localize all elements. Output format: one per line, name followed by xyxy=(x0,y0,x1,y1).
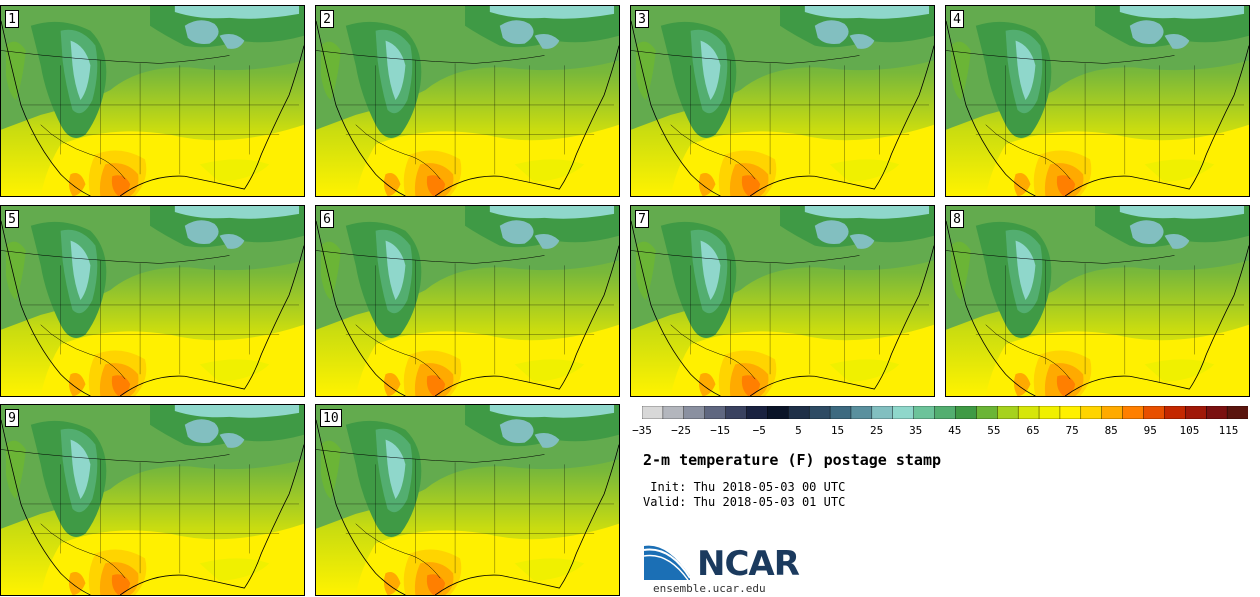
temperature-map xyxy=(631,206,934,396)
site-url: ensemble.ucar.edu xyxy=(653,582,766,595)
colorbar-swatch xyxy=(767,406,789,419)
colorbar-swatch xyxy=(934,406,956,419)
member-number: 8 xyxy=(950,210,964,228)
temperature-map xyxy=(946,206,1249,396)
colorbar-tick-label: −15 xyxy=(710,424,731,437)
colorbar-tick-label: −35 xyxy=(632,424,652,437)
temperature-map xyxy=(631,6,934,196)
colorbar-tick-label: 85 xyxy=(1104,424,1118,437)
colorbar-swatch xyxy=(1122,406,1145,419)
ncar-logo-text: NCAR xyxy=(697,544,800,584)
ensemble-member-panel[interactable]: 4 xyxy=(945,5,1250,197)
colorbar-swatch xyxy=(955,406,977,419)
colorbar-tick-label: 15 xyxy=(830,424,845,437)
member-number: 6 xyxy=(320,210,334,228)
temperature-map xyxy=(1,405,304,595)
colorbar-swatch xyxy=(662,406,685,419)
ncar-logo-icon xyxy=(642,540,692,582)
temperature-map xyxy=(946,6,1249,196)
colorbar-swatch xyxy=(788,406,810,419)
colorbar-swatch xyxy=(1143,406,1165,419)
colorbar-swatch xyxy=(725,406,747,419)
colorbar-swatch xyxy=(1017,406,1040,419)
temperature-map xyxy=(316,6,619,196)
ensemble-member-panel[interactable]: 9 xyxy=(0,404,305,596)
colorbar-swatch xyxy=(1038,406,1061,419)
colorbar-swatch xyxy=(746,406,768,419)
member-number: 3 xyxy=(635,10,649,28)
colorbar-swatch xyxy=(1164,406,1186,419)
colorbar-tick-label: −5 xyxy=(752,424,766,437)
colorbar-swatch xyxy=(1226,406,1248,419)
colorbar-swatch xyxy=(871,406,894,419)
colorbar-tick-label: 65 xyxy=(1026,424,1040,437)
colorbar-tick-label: 5 xyxy=(795,424,802,437)
colorbar-swatch xyxy=(642,406,664,419)
member-number: 4 xyxy=(950,10,964,28)
colorbar-swatch xyxy=(997,406,1019,419)
colorbar-swatch xyxy=(1206,406,1228,419)
colorbar-tick-label: 45 xyxy=(948,424,962,437)
colorbar-swatch xyxy=(913,406,936,419)
colorbar-tick-label: 55 xyxy=(987,424,1001,437)
figure-title: 2-m temperature (F) postage stamp xyxy=(643,451,942,469)
temperature-map xyxy=(316,405,619,595)
colorbar-swatch xyxy=(829,406,852,419)
ensemble-member-panel[interactable]: 2 xyxy=(315,5,620,197)
member-number: 5 xyxy=(5,210,19,228)
colorbar-swatch xyxy=(1101,406,1124,419)
valid-time: Valid: Thu 2018-05-03 01 UTC xyxy=(643,495,846,509)
ensemble-member-panel[interactable]: 7 xyxy=(630,205,935,397)
colorbar-tick-label: −25 xyxy=(671,424,692,437)
member-number: 7 xyxy=(635,210,649,228)
colorbar-tick-label: 115 xyxy=(1218,424,1239,437)
colorbar-swatch xyxy=(1059,406,1082,419)
ensemble-member-panel[interactable]: 6 xyxy=(315,205,620,397)
temperature-map xyxy=(316,206,619,396)
ensemble-member-panel[interactable]: 8 xyxy=(945,205,1250,397)
colorbar-swatch xyxy=(892,406,915,419)
colorbar-swatch xyxy=(1185,406,1207,419)
colorbar-tick-label: 25 xyxy=(869,424,884,437)
ensemble-member-panel[interactable]: 5 xyxy=(0,205,305,397)
colorbar-tick-label: 75 xyxy=(1065,424,1079,437)
colorbar-tick-label: 95 xyxy=(1143,424,1157,437)
colorbar-swatch xyxy=(808,406,831,419)
colorbar-tick-label: 105 xyxy=(1179,424,1200,437)
ensemble-member-panel[interactable]: 3 xyxy=(630,5,935,197)
colorbar-swatch xyxy=(704,406,727,419)
colorbar-tick-label: 35 xyxy=(909,424,923,437)
colorbar-swatch xyxy=(1080,406,1103,419)
ensemble-member-panel[interactable]: 10 xyxy=(315,404,620,596)
member-number: 9 xyxy=(5,409,19,427)
temperature-map xyxy=(1,206,304,396)
colorbar-swatch xyxy=(850,406,873,419)
temperature-colorbar xyxy=(642,406,1248,419)
colorbar-swatch xyxy=(976,406,998,419)
member-number: 10 xyxy=(320,409,342,427)
colorbar-swatch xyxy=(683,406,706,419)
init-time: Init: Thu 2018-05-03 00 UTC xyxy=(643,480,846,494)
member-number: 2 xyxy=(320,10,334,28)
ensemble-member-panel[interactable]: 1 xyxy=(0,5,305,197)
temperature-map xyxy=(1,6,304,196)
member-number: 1 xyxy=(5,10,19,28)
